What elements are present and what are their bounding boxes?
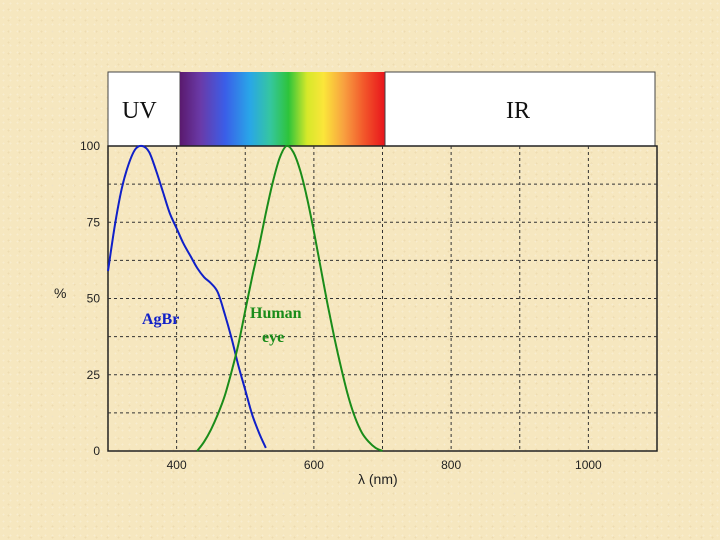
human-eye-label-line1: Human (250, 305, 302, 322)
y-tick-label-100: 100 (80, 139, 100, 153)
y-tick-label-25: 25 (87, 368, 101, 382)
y-tick-label-0: 0 (93, 444, 100, 458)
plot-area: 400 600 800 1000 0 25 50 75 100 (80, 139, 658, 472)
series-line-agbr (107, 144, 267, 449)
x-axis-label: λ (nm) (358, 471, 398, 487)
x-tick-label-400: 400 (167, 458, 187, 472)
uv-label: UV (122, 98, 157, 124)
uv-band-box (107, 71, 181, 147)
y-axis-label: % (54, 285, 66, 301)
series-lines (107, 144, 383, 452)
agbr-label: AgBr (142, 311, 179, 328)
x-tick-label-800: 800 (441, 458, 461, 472)
ir-label: IR (506, 98, 530, 124)
axis-ticks: 400 600 800 1000 0 25 50 75 100 (80, 139, 602, 472)
grid-lines (108, 146, 657, 451)
ir-band-box (384, 71, 656, 147)
x-tick-label-1000: 1000 (575, 458, 602, 472)
spectrum-band: UV IR (107, 71, 656, 147)
y-tick-label-50: 50 (87, 292, 101, 306)
series-line-human-eye (196, 144, 383, 452)
y-tick-label-75: 75 (87, 215, 101, 229)
human-eye-label-line2: eye (262, 329, 284, 346)
visible-spectrum-gradient (180, 72, 385, 146)
x-tick-label-600: 600 (304, 458, 324, 472)
